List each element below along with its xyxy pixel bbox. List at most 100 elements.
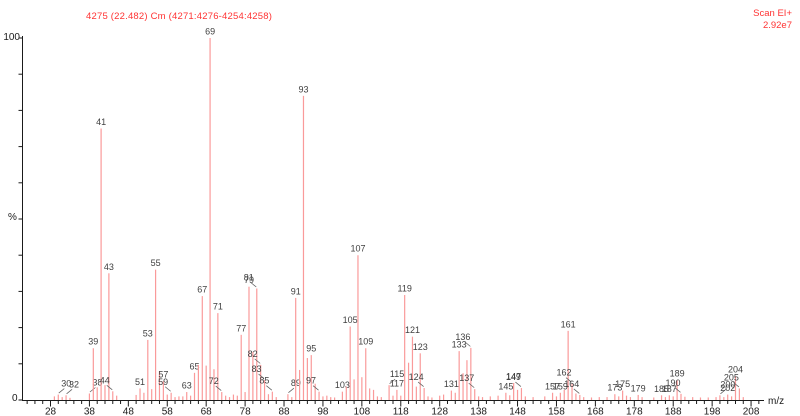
peak-label: 97	[306, 376, 316, 386]
peak-label: 164	[564, 379, 579, 389]
peak-label: 59	[158, 377, 168, 387]
base-peak-intensity: 2.92e7	[762, 19, 792, 31]
peak-label-callout	[164, 386, 171, 392]
peak-label: 179	[631, 383, 646, 393]
x-tick-label: 78	[240, 407, 252, 416]
peak-label: 173	[607, 383, 622, 393]
peak-label: 38	[92, 377, 102, 387]
peak-label-callout	[565, 377, 572, 383]
peak-label: 187	[662, 384, 677, 394]
peak-label: 53	[143, 328, 153, 338]
peak-label: 204	[728, 365, 743, 375]
peak-label-callout	[312, 385, 319, 391]
peak-label: 119	[397, 284, 411, 294]
peak-label: 67	[197, 285, 207, 295]
scan-info: Scan EI+ 2.92e7	[753, 8, 792, 31]
peak-label-callout	[417, 381, 424, 387]
peak-label: 91	[291, 286, 301, 296]
peak-label-callout	[258, 373, 265, 379]
y-axis-label-100: 100	[3, 32, 20, 43]
peak-label: 32	[69, 379, 79, 389]
peak-label: 103	[335, 380, 350, 390]
x-tick-label: 128	[431, 407, 448, 416]
peak-label-callout	[468, 382, 475, 388]
peak-label: 159	[553, 381, 568, 391]
peak-label: 79	[244, 275, 254, 285]
peak-label-callout	[106, 385, 113, 391]
spectrum-header-text: 4275 (22.482) Cm (4271:4276-4254:4258)	[86, 11, 273, 22]
x-tick-label: 178	[626, 407, 643, 416]
x-tick-label: 188	[665, 407, 682, 416]
peak-label-callout	[266, 385, 273, 391]
peak-label-callout	[720, 389, 727, 395]
x-tick-label: 28	[45, 407, 57, 416]
x-tick-label: 148	[509, 407, 526, 416]
peak-label: 41	[96, 117, 106, 127]
peak-label-callout	[58, 388, 65, 394]
x-tick-label: 98	[317, 407, 329, 416]
peak-label-callout	[389, 378, 396, 384]
x-tick-label: 158	[548, 407, 565, 416]
peak-label: 190	[665, 378, 680, 388]
x-tick-label: 58	[162, 407, 174, 416]
peak-label: 117	[390, 378, 404, 388]
peak-label: 131	[444, 379, 459, 389]
peak-label: 105	[343, 315, 358, 325]
x-tick-label: 108	[354, 407, 371, 416]
peak-label: 72	[209, 376, 219, 386]
x-tick-label: 88	[278, 407, 290, 416]
y-axis-label-percent: %	[8, 212, 17, 223]
x-tick-label: 38	[84, 407, 96, 416]
peak-label: 51	[135, 377, 145, 387]
peak-label-callout	[464, 341, 471, 347]
peak-label: 133	[452, 340, 467, 350]
peak-label-callout	[733, 382, 740, 388]
peak-label: 205	[724, 372, 739, 382]
peak-label: 107	[350, 244, 365, 254]
peak-label: 189	[670, 369, 685, 379]
peak-label: 77	[236, 323, 246, 333]
peak-label: 202	[720, 383, 735, 393]
peak-label: 149	[506, 372, 521, 382]
y-axis-label-0: 0	[12, 393, 18, 404]
x-tick-label: 208	[743, 407, 760, 416]
peak-label: 71	[213, 302, 223, 312]
x-tick-label: 48	[123, 407, 135, 416]
x-tick-label: 68	[201, 407, 213, 416]
peak-label: 157	[545, 381, 560, 391]
peak-label: 83	[252, 364, 262, 374]
peak-label: 81	[244, 273, 254, 283]
x-tick-label: 168	[587, 407, 604, 416]
peak-label: 95	[306, 344, 316, 354]
peak-label: 161	[561, 319, 576, 329]
peak-label-callout	[674, 387, 681, 393]
peak-label-callout	[573, 388, 580, 394]
x-tick-label: 138	[470, 407, 487, 416]
peak-label: 121	[405, 325, 420, 335]
peak-label: 69	[205, 27, 215, 37]
peak-label: 123	[413, 342, 428, 352]
peak-label-callout	[515, 381, 522, 387]
peak-label: 147	[506, 371, 521, 381]
peak-label-callout	[89, 387, 96, 393]
peak-label: 185	[654, 384, 669, 394]
peak-label: 57	[158, 370, 168, 380]
x-axis-unit-label: m/z	[768, 396, 785, 407]
peak-label: 44	[100, 375, 110, 385]
peak-label: 65	[189, 361, 199, 371]
peak-label: 137	[459, 373, 474, 383]
peak-label: 115	[390, 369, 404, 379]
peak-label: 145	[498, 381, 513, 391]
x-tick-label: 198	[704, 407, 721, 416]
peak-label: 39	[88, 337, 98, 347]
peak-label: 82	[248, 349, 258, 359]
peak-label: 162	[557, 368, 572, 378]
peak-label: 85	[259, 376, 269, 386]
peak-label-callout	[250, 282, 257, 288]
peak-label-callout	[254, 358, 261, 364]
peak-label: 200	[720, 379, 735, 389]
peak-label-callout	[288, 387, 295, 393]
peak-label: 109	[358, 337, 373, 347]
